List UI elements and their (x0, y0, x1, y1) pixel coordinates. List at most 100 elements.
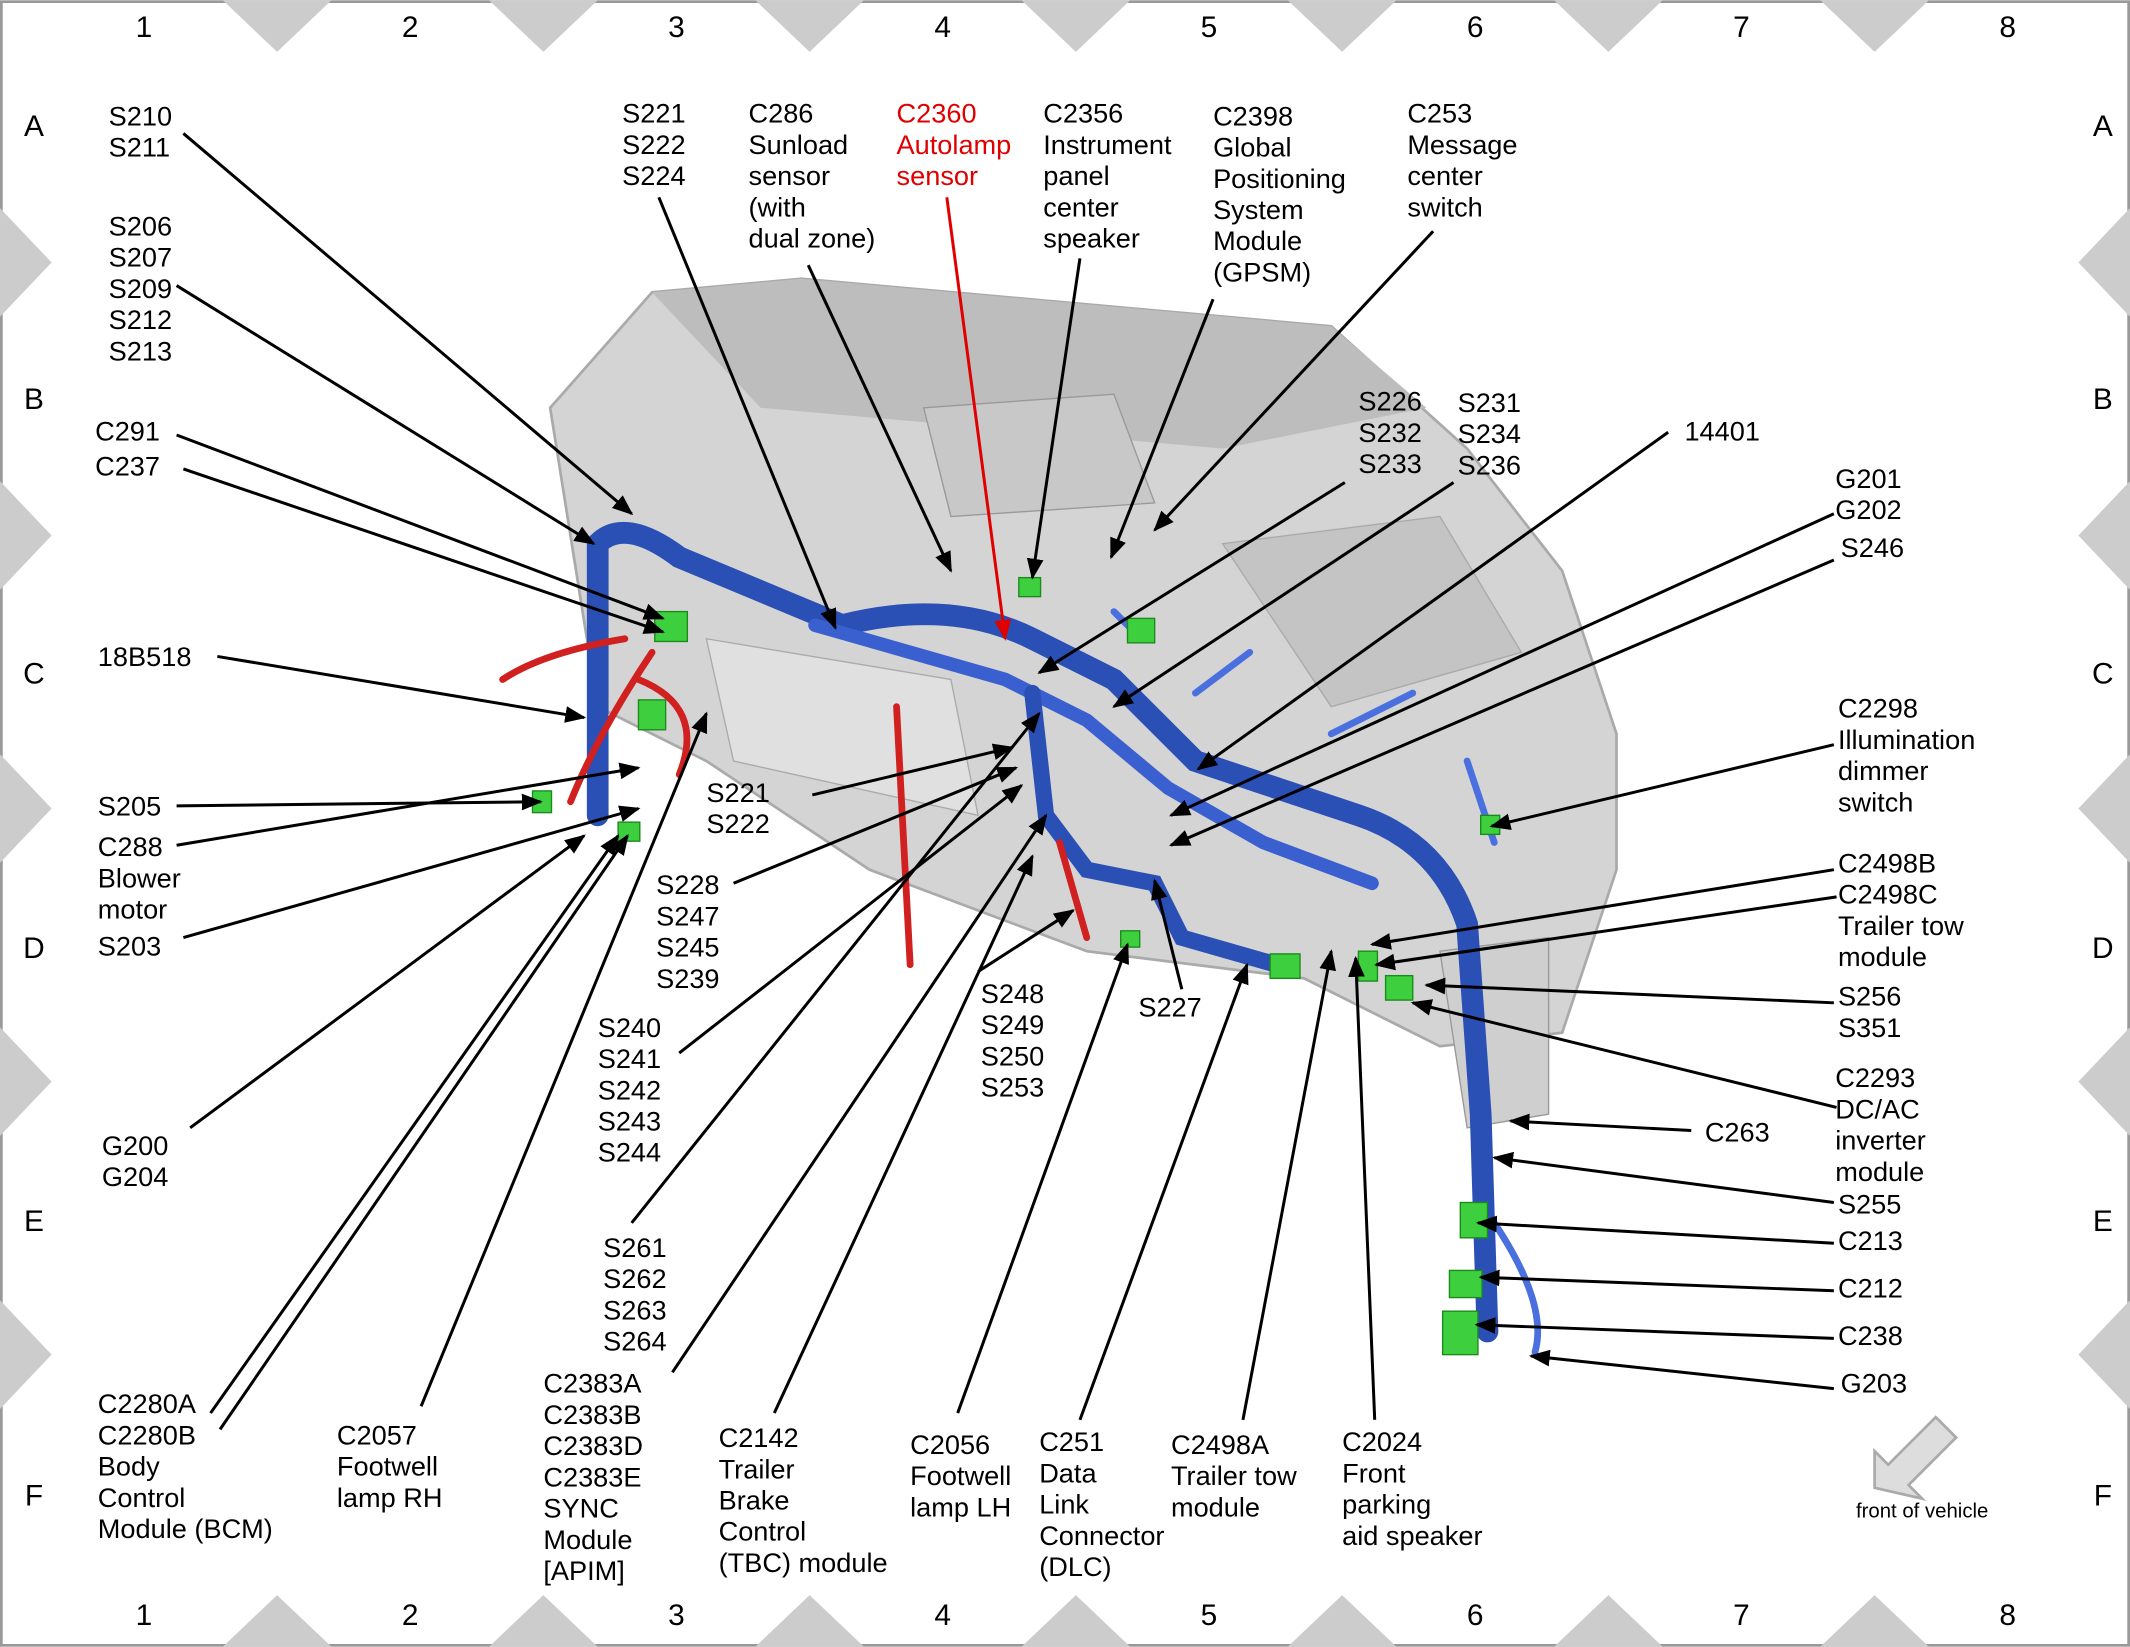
callout-label: S263 (603, 1294, 666, 1325)
callout-label: System (1213, 194, 1304, 225)
callout-label: S221 (706, 777, 769, 808)
callout-label: S247 (656, 900, 719, 931)
edge-marker (2078, 1027, 2130, 1136)
callout-label: Link (1039, 1489, 1089, 1520)
leader-line (176, 793, 543, 811)
edge-marker (0, 754, 52, 863)
column-label: 4 (934, 1599, 951, 1632)
column-label: 7 (1733, 1599, 1750, 1632)
callout-label: Brake (719, 1485, 790, 1516)
callout-label: S261 (603, 1232, 666, 1263)
leader-line (1078, 962, 1249, 1421)
leader-line (175, 284, 596, 545)
column-label: 8 (1999, 1599, 2016, 1632)
callout-label: dual zone) (748, 223, 875, 254)
leader-line (1348, 955, 1377, 1420)
edge-marker (1021, 0, 1131, 52)
callout-label: S231 (1458, 387, 1521, 418)
callout-label: S241 (598, 1043, 661, 1074)
row-label: A (2093, 110, 2113, 143)
callout-label: S221 (622, 98, 685, 129)
leader-line (1169, 512, 1835, 817)
callout-label: C286 (748, 98, 813, 129)
leader-line (732, 766, 1019, 885)
callout-label: S209 (109, 273, 172, 304)
callout-label: S205 (98, 790, 161, 821)
row-label: E (2093, 1205, 2113, 1238)
column-label: 3 (668, 1599, 685, 1632)
callout-label: C2142 (719, 1422, 799, 1453)
callout-label: S210 (109, 100, 172, 131)
callout-label: S239 (656, 963, 719, 994)
edge-marker (2078, 481, 2130, 590)
callout-label: C2280B (98, 1419, 196, 1450)
callout-label: C251 (1039, 1426, 1104, 1457)
edge-marker (1554, 0, 1663, 52)
edge-marker (2078, 208, 2130, 317)
callout-label: S236 (1458, 449, 1521, 480)
callout-label: Connector (1039, 1520, 1164, 1551)
callout-label: Control (98, 1482, 186, 1513)
callout-label: Illumination (1838, 724, 1975, 755)
orientation-caption: front of vehicle (1856, 1501, 1988, 1523)
edge-marker (1287, 1595, 1397, 1647)
callout-label: S232 (1358, 417, 1421, 448)
row-label: F (2094, 1479, 2112, 1512)
column-label: 1 (136, 1599, 153, 1632)
callout-label: 18B518 (98, 641, 192, 672)
callout-label: S226 (1358, 386, 1421, 417)
callout-label: dimmer (1838, 755, 1929, 786)
edge-marker (0, 208, 52, 317)
leader-line (1151, 878, 1184, 990)
callout-label: S262 (603, 1263, 666, 1294)
leader-line (977, 909, 1075, 973)
callout-label: S211 (109, 132, 170, 163)
callout-label: C2498C (1838, 879, 1938, 910)
callout-label: C2293 (1835, 1062, 1915, 1093)
callout-label: Instrument (1043, 129, 1172, 160)
callout-label: S242 (598, 1074, 661, 1105)
leader-line (1478, 1269, 1834, 1293)
callout-label: speaker (1043, 223, 1140, 254)
edge-marker (2078, 1300, 2130, 1409)
callout-label: G201 (1835, 463, 1901, 494)
row-label: C (23, 658, 45, 691)
edge-marker (1287, 0, 1397, 52)
callout-label: S253 (981, 1072, 1044, 1103)
row-label: A (24, 110, 44, 143)
callout-label: S243 (598, 1106, 661, 1137)
callout-label: Autolamp (897, 129, 1012, 160)
callout-label: S240 (598, 1012, 661, 1043)
leader-line (1410, 999, 1837, 1109)
leader-line (1169, 558, 1835, 847)
callout-label: Data (1039, 1457, 1097, 1488)
row-label: E (24, 1205, 44, 1238)
leader-line (176, 762, 641, 847)
column-label: 4 (934, 11, 951, 44)
callout-label: C2383A (543, 1368, 642, 1399)
callout-label: lamp LH (910, 1491, 1011, 1522)
callout-label: center (1043, 191, 1118, 222)
callout-label: sensor (748, 160, 830, 191)
edge-marker (489, 1595, 598, 1647)
callout-label: Control (719, 1516, 807, 1547)
column-label: 8 (1999, 11, 2016, 44)
row-label: D (2092, 932, 2114, 965)
leader-line (772, 854, 1034, 1414)
column-label: 5 (1201, 1599, 1218, 1632)
callout-label: C2498A (1171, 1429, 1270, 1460)
callout-label: sensor (897, 160, 979, 191)
callout-label: switch (1838, 786, 1913, 817)
row-label: B (2093, 383, 2113, 416)
leader-line (630, 711, 1041, 1224)
callout-label: G202 (1835, 494, 1901, 525)
callout-label: S255 (1838, 1188, 1901, 1219)
callout-label: C2298 (1838, 693, 1918, 724)
leader-line (678, 784, 1024, 1055)
leader-line (1196, 431, 1670, 771)
leader-line (657, 196, 837, 630)
callout-label: C2360 (897, 98, 977, 129)
callout-label: (with (748, 191, 805, 222)
